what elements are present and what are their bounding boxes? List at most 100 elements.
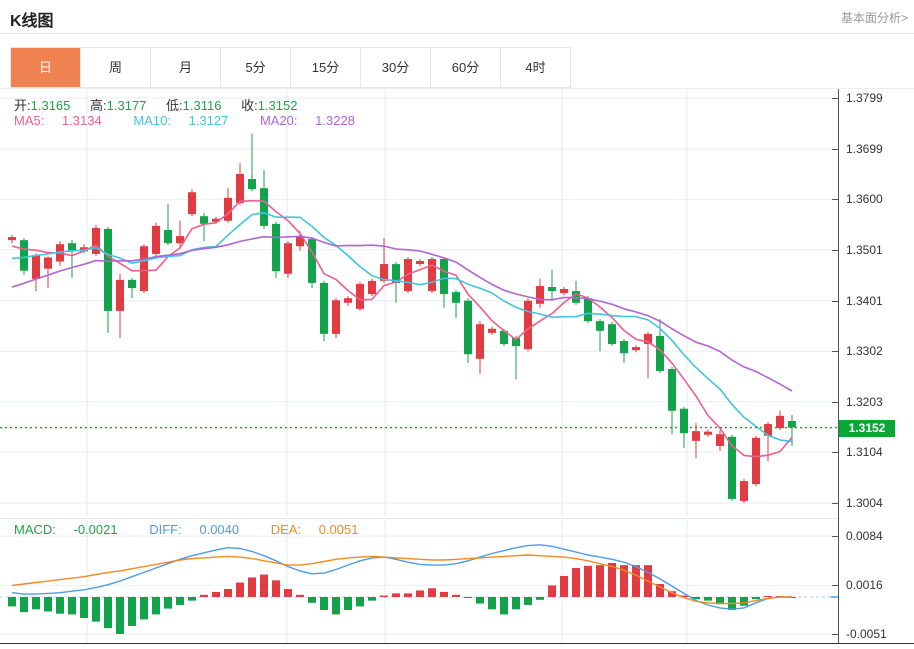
candle-body xyxy=(416,261,424,265)
candle-body xyxy=(512,337,520,347)
price-axis-label: 1.3104 xyxy=(846,445,883,460)
candle-body xyxy=(488,328,496,333)
macd-bar xyxy=(620,565,628,597)
macd-bar xyxy=(272,580,280,597)
macd-bar xyxy=(428,588,436,597)
candle-body xyxy=(152,225,160,254)
interval-tabs: 日周月 5分 15分 30分 60分 4时 xyxy=(10,47,571,88)
macd-value-readout: MACD: -0.0021 xyxy=(14,522,118,537)
axis-tick xyxy=(832,401,838,403)
macd-bar xyxy=(212,591,220,597)
pane-separator xyxy=(0,518,838,519)
ohlc-readout: 开:1.3165 高:1.3177 低:1.3116 收:1.3152 xyxy=(14,95,313,114)
price-axis-label: 1.3203 xyxy=(846,394,883,409)
candle-body xyxy=(536,285,544,304)
macd-bar xyxy=(116,597,124,634)
low-label: 低: xyxy=(166,98,183,113)
candle-body xyxy=(752,437,760,485)
price-pane[interactable] xyxy=(0,89,838,516)
candle-body xyxy=(140,246,148,292)
tab-day[interactable]: 日 xyxy=(11,48,81,87)
macd-bar xyxy=(140,597,148,620)
candle-body xyxy=(188,192,196,215)
candle-body xyxy=(524,300,532,350)
macd-bar xyxy=(128,597,136,626)
axis-tick xyxy=(832,503,838,504)
candle-body xyxy=(692,431,700,441)
macd-axis-label: 0.0084 xyxy=(846,529,883,544)
candle-body xyxy=(296,237,304,247)
tab-60m[interactable]: 60分 xyxy=(431,48,501,87)
tab-4h[interactable]: 4时 xyxy=(501,48,570,87)
macd-bar xyxy=(488,597,496,610)
low-value: 1.3116 xyxy=(182,98,222,113)
candle-body xyxy=(788,420,796,428)
macd-bar xyxy=(284,589,292,597)
x-axis-line xyxy=(0,643,914,644)
candle-body xyxy=(176,236,184,244)
candle-body xyxy=(392,264,400,283)
candle-body xyxy=(332,300,340,334)
tab-15m[interactable]: 15分 xyxy=(291,48,361,87)
candle-body xyxy=(764,424,772,436)
axis-tick xyxy=(832,351,838,353)
diff-value-readout: DIFF: 0.0040 xyxy=(149,522,240,537)
macd-bar xyxy=(584,565,592,597)
macd-bar xyxy=(560,575,568,597)
macd-bar xyxy=(596,565,604,597)
tab-week[interactable]: 周 xyxy=(81,48,151,87)
dea-line xyxy=(11,554,792,605)
high-value: 1.3177 xyxy=(106,98,147,113)
tab-5m[interactable]: 5分 xyxy=(221,48,291,87)
price-axis-label: 1.3401 xyxy=(846,293,883,308)
ma10-readout: MA10: 1.3127 xyxy=(133,113,229,128)
tab-month[interactable]: 月 xyxy=(151,48,221,87)
axis-tick xyxy=(832,300,838,302)
macd-axis-label: -0.0051 xyxy=(846,626,887,641)
ma5-line xyxy=(11,199,793,458)
candle-body xyxy=(500,330,508,345)
candle-body xyxy=(728,436,736,499)
macd-bar xyxy=(740,597,748,606)
candle-body xyxy=(212,218,220,222)
candle-body xyxy=(620,341,628,354)
candle-body xyxy=(260,188,268,226)
y-axis-line xyxy=(838,89,839,643)
macd-bar xyxy=(452,594,460,597)
macd-bar xyxy=(548,585,556,597)
chart-area: 开:1.3165 高:1.3177 低:1.3116 收:1.3152 MA5:… xyxy=(0,88,914,649)
macd-bar xyxy=(692,597,700,600)
macd-bar xyxy=(260,574,268,597)
macd-bar xyxy=(200,594,208,597)
candle-body xyxy=(704,431,712,435)
ma20-line xyxy=(11,235,793,392)
macd-bar xyxy=(632,565,640,597)
macd-bar xyxy=(608,562,616,597)
candle-body xyxy=(284,243,292,274)
candle-body xyxy=(320,282,328,334)
macd-bar xyxy=(152,597,160,615)
tab-30m[interactable]: 30分 xyxy=(361,48,431,87)
macd-histogram xyxy=(8,562,796,634)
ma10-line xyxy=(11,211,793,443)
macd-bar xyxy=(344,597,352,611)
candle-body xyxy=(740,481,748,501)
axis-tick xyxy=(832,249,838,251)
axis-tick xyxy=(832,536,838,538)
axis-tick xyxy=(832,452,838,454)
axis-tick xyxy=(832,585,838,587)
macd-pane[interactable] xyxy=(0,520,838,643)
candle-body xyxy=(548,287,556,292)
price-axis-label: 1.3799 xyxy=(846,91,883,105)
fundamental-analysis-link[interactable]: 基本面分析> xyxy=(840,11,908,25)
candle-body xyxy=(380,264,388,281)
price-axis-label: 1.3600 xyxy=(846,192,883,207)
macd-bar xyxy=(188,597,196,601)
macd-bar xyxy=(572,568,580,597)
candle-body xyxy=(8,237,16,241)
macd-bar xyxy=(8,597,16,607)
candle-body xyxy=(68,243,76,251)
macd-bar xyxy=(416,590,424,597)
macd-bar xyxy=(500,597,508,615)
